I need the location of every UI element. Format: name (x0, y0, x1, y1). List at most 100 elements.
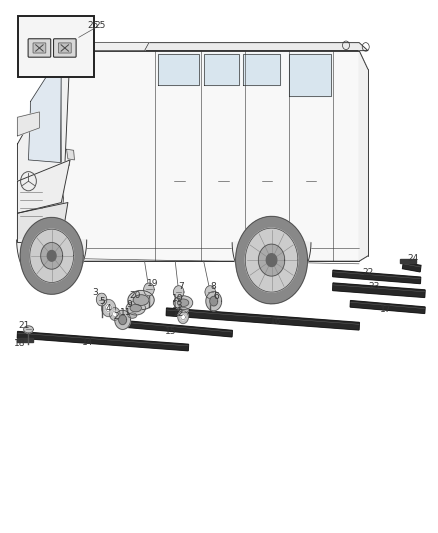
Polygon shape (106, 304, 112, 312)
Text: 6: 6 (213, 293, 219, 301)
Polygon shape (18, 51, 70, 243)
Polygon shape (146, 289, 152, 295)
Text: 12: 12 (173, 309, 184, 318)
Polygon shape (144, 284, 149, 289)
Polygon shape (96, 294, 102, 300)
Polygon shape (176, 287, 181, 292)
Polygon shape (243, 54, 280, 85)
Polygon shape (210, 287, 215, 292)
Polygon shape (30, 229, 74, 282)
FancyBboxPatch shape (33, 43, 46, 53)
Text: 13: 13 (172, 302, 184, 310)
Polygon shape (61, 51, 368, 261)
Text: 25: 25 (94, 21, 106, 29)
Polygon shape (333, 270, 420, 284)
Polygon shape (403, 262, 421, 272)
Text: 11: 11 (120, 309, 131, 317)
Polygon shape (205, 287, 210, 292)
Polygon shape (210, 296, 218, 306)
Polygon shape (113, 311, 117, 317)
Polygon shape (266, 254, 277, 266)
Text: 14: 14 (82, 338, 93, 347)
Polygon shape (99, 294, 104, 300)
Ellipse shape (130, 304, 141, 312)
Polygon shape (47, 251, 56, 261)
Text: 18: 18 (14, 340, 26, 348)
Polygon shape (149, 289, 154, 295)
Polygon shape (333, 283, 425, 297)
Polygon shape (232, 243, 311, 293)
Polygon shape (96, 300, 102, 305)
Polygon shape (173, 292, 179, 297)
FancyBboxPatch shape (28, 39, 51, 57)
Polygon shape (205, 292, 210, 297)
Text: 4: 4 (106, 304, 111, 312)
Polygon shape (61, 43, 149, 51)
Polygon shape (102, 300, 107, 305)
Polygon shape (289, 54, 331, 96)
Polygon shape (18, 203, 68, 243)
Text: 8: 8 (211, 282, 217, 290)
Text: 25: 25 (87, 21, 99, 29)
Polygon shape (149, 284, 154, 289)
Polygon shape (67, 149, 74, 160)
Polygon shape (146, 284, 152, 289)
Ellipse shape (128, 290, 154, 310)
Text: 9: 9 (126, 301, 132, 309)
Polygon shape (179, 287, 184, 292)
Polygon shape (20, 217, 83, 294)
Polygon shape (99, 300, 104, 305)
Polygon shape (245, 228, 298, 292)
Text: 19: 19 (147, 279, 158, 288)
Polygon shape (17, 240, 87, 290)
Polygon shape (18, 160, 70, 213)
Polygon shape (158, 54, 199, 85)
Polygon shape (359, 51, 368, 261)
Polygon shape (208, 292, 213, 297)
Polygon shape (400, 259, 416, 263)
Polygon shape (166, 308, 359, 330)
Polygon shape (70, 43, 368, 51)
Polygon shape (204, 54, 239, 85)
Text: 16: 16 (270, 317, 282, 326)
Polygon shape (28, 53, 61, 163)
Polygon shape (144, 289, 149, 295)
Polygon shape (173, 287, 179, 292)
Ellipse shape (133, 295, 149, 305)
Polygon shape (110, 308, 120, 320)
Text: 20: 20 (129, 292, 141, 300)
Text: 21: 21 (18, 321, 29, 329)
Polygon shape (350, 301, 425, 313)
Polygon shape (181, 314, 185, 320)
Polygon shape (236, 216, 307, 304)
Polygon shape (210, 292, 215, 297)
Text: 7: 7 (178, 282, 184, 290)
Ellipse shape (24, 326, 33, 333)
Ellipse shape (180, 308, 188, 313)
Polygon shape (115, 310, 131, 329)
Polygon shape (41, 243, 63, 269)
Text: 3: 3 (92, 288, 99, 296)
Bar (18, 16, 94, 77)
Polygon shape (17, 338, 33, 342)
Polygon shape (119, 315, 127, 325)
Text: 17: 17 (380, 305, 391, 313)
Text: 22: 22 (362, 269, 374, 277)
Text: 2: 2 (113, 312, 119, 320)
Polygon shape (208, 287, 213, 292)
Polygon shape (102, 300, 116, 317)
Text: 24: 24 (408, 254, 419, 263)
FancyBboxPatch shape (53, 39, 76, 57)
Polygon shape (102, 294, 107, 300)
Polygon shape (206, 292, 222, 311)
Polygon shape (18, 112, 39, 136)
Polygon shape (120, 320, 232, 337)
Ellipse shape (177, 299, 189, 306)
Polygon shape (18, 332, 188, 351)
Text: 5: 5 (99, 297, 106, 305)
Ellipse shape (173, 296, 193, 310)
FancyBboxPatch shape (58, 43, 71, 53)
Ellipse shape (128, 313, 137, 318)
Ellipse shape (126, 301, 145, 315)
Text: 10: 10 (172, 294, 184, 303)
